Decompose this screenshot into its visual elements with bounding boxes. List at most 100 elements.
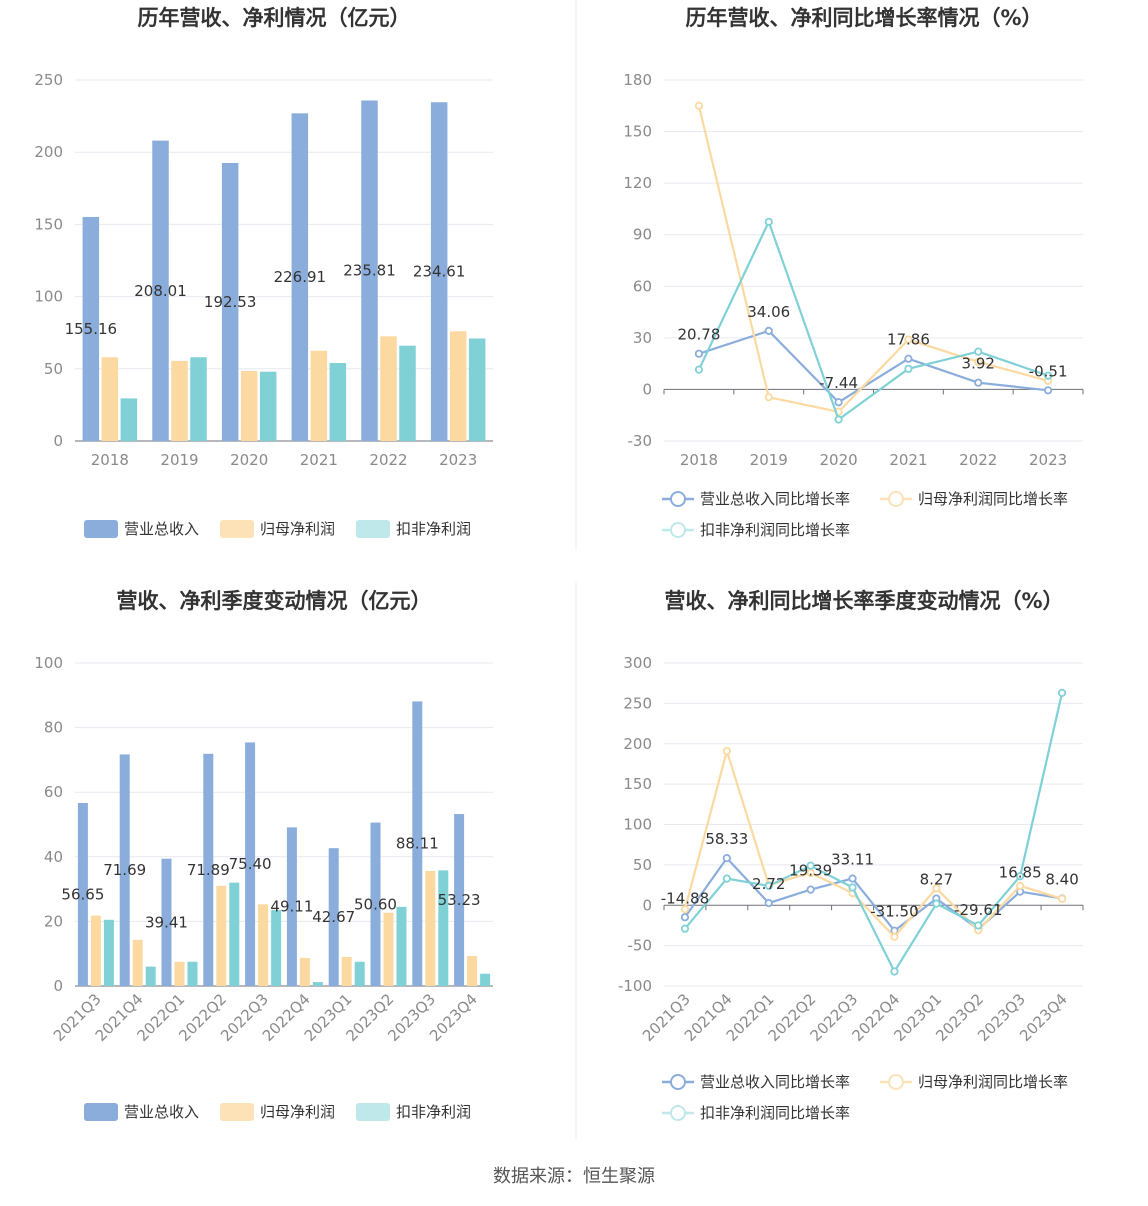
chart1-x-tick-label: 2020 xyxy=(230,451,268,469)
chart1-bar-s3 xyxy=(120,398,138,441)
chart2-line-s1 xyxy=(698,329,1049,404)
chart2-legend-marker xyxy=(670,491,686,507)
chart3-legend-swatch xyxy=(356,1103,390,1121)
chart1-bar-s2 xyxy=(449,331,467,441)
chart1-data-label: 226.91 xyxy=(274,268,327,286)
chart4-point-s3 xyxy=(764,881,773,890)
chart4-legend-label: 扣非净利润同比增长率 xyxy=(700,1104,850,1122)
chart4-point-s2 xyxy=(1016,881,1025,890)
chart4-point-s3 xyxy=(1016,872,1025,881)
chart2-legend-label: 扣非净利润同比增长率 xyxy=(700,521,850,539)
chart1-data-label: 234.61 xyxy=(413,263,466,281)
chart2-data-label: 17.86 xyxy=(887,331,930,349)
chart1-bar-s2 xyxy=(171,360,188,441)
chart4-data-label: 33.11 xyxy=(831,851,874,869)
chart4-point-s3 xyxy=(680,924,690,933)
chart1-x-tick-label: 2021 xyxy=(300,451,338,469)
chart4-data-label: -29.61 xyxy=(954,901,1002,919)
chart2-y-tick-label: 180 xyxy=(623,71,652,89)
chart4-line-s3 xyxy=(684,692,1064,974)
chart4-data-label: -31.50 xyxy=(870,903,918,921)
chart2-data-label: 20.78 xyxy=(677,326,720,344)
chart2-point-s2 xyxy=(764,393,773,402)
chart4-point-s2 xyxy=(680,905,690,914)
chart1-bar-s2 xyxy=(101,357,119,441)
chart4-legend-label: 归母净利润同比增长率 xyxy=(918,1073,1068,1091)
chart4-legend-label: 营业总收入同比增长率 xyxy=(700,1073,850,1091)
chart4-point-s3 xyxy=(1057,688,1067,697)
chart2-point-s3 xyxy=(1043,371,1053,380)
chart3-y-tick-label: 60 xyxy=(44,783,63,801)
chart4-y-tick-label: 100 xyxy=(623,816,652,834)
chart1-legend-label: 营业总收入 xyxy=(124,520,199,538)
chart4-point-s3 xyxy=(722,874,731,883)
chart2-point-s1 xyxy=(834,398,843,407)
chart1-y-tick-label: 250 xyxy=(34,71,63,89)
chart2-data-label: -0.51 xyxy=(1029,362,1068,380)
chart4-point-s1 xyxy=(680,913,690,922)
chart2-point-s2 xyxy=(694,101,704,110)
chart3-bar-s1 xyxy=(119,754,130,986)
chart1-y-tick-label: 100 xyxy=(34,288,63,306)
chart3-y-tick-label: 0 xyxy=(53,977,63,995)
chart2-line-s2 xyxy=(697,105,1049,413)
chart3-data-label: 88.11 xyxy=(396,835,439,853)
chart3-title: 营收、净利季度变动情况（亿元） xyxy=(117,589,432,613)
chart3-bar-s1 xyxy=(454,814,465,986)
chart4-point-s3 xyxy=(848,883,857,892)
chart1-legend-swatch xyxy=(84,520,118,538)
chart3-data-label: 42.67 xyxy=(312,908,355,926)
chart4-line-s1 xyxy=(684,856,1063,933)
chart1-bar-s3 xyxy=(468,338,486,441)
chart1-data-label: 235.81 xyxy=(343,262,396,280)
chart4-point-s3 xyxy=(806,861,815,870)
chart4-point-s1 xyxy=(806,885,815,894)
chart3-bar-s3 xyxy=(312,982,323,986)
chart1-bar-s3 xyxy=(329,363,347,441)
chart1-bar-s3 xyxy=(259,371,277,441)
chart1-data-label: 192.53 xyxy=(204,293,257,311)
chart3-bar-s2 xyxy=(174,961,185,986)
chart3-bar-s2 xyxy=(383,912,394,986)
chart3-bar-s1 xyxy=(203,753,214,986)
chart4-line-s2 xyxy=(683,747,1063,939)
chart2-y-tick-label: -30 xyxy=(628,432,653,450)
chart4-data-label: 8.27 xyxy=(920,871,953,889)
chart2-point-s1 xyxy=(974,378,983,387)
chart1-bar-s2 xyxy=(380,336,397,441)
chart1-bar-s3 xyxy=(399,345,416,441)
data-source-footer: 数据来源：恒生聚源 xyxy=(493,1166,655,1187)
chart4-y-tick-label: 50 xyxy=(633,856,652,874)
chart4-point-s2 xyxy=(1057,894,1067,903)
chart3-y-tick-label: 40 xyxy=(44,848,63,866)
chart2-point-s1 xyxy=(694,349,704,358)
chart3-data-label: 75.40 xyxy=(229,855,272,873)
chart2-point-s3 xyxy=(834,415,843,424)
chart2-x-tick-label: 2022 xyxy=(959,451,997,469)
chart1-title: 历年营收、净利情况（亿元） xyxy=(138,6,411,30)
chart3-bar-s2 xyxy=(425,871,436,986)
chart3-bar-s3 xyxy=(187,961,198,986)
chart2-data-label: 3.92 xyxy=(962,355,995,373)
chart3-bar-s3 xyxy=(354,961,365,986)
chart4-data-label: 58.33 xyxy=(705,830,748,848)
chart2-y-tick-label: 120 xyxy=(623,174,652,192)
chart3-legend-swatch xyxy=(84,1103,118,1121)
chart1-y-tick-label: 50 xyxy=(44,360,63,378)
chart4-point-s2 xyxy=(932,884,941,893)
chart3-data-label: 71.89 xyxy=(187,861,230,879)
chart2-data-label: 34.06 xyxy=(747,303,790,321)
chart2-line-s3 xyxy=(697,218,1049,422)
chart2-point-s3 xyxy=(974,347,983,356)
chart3-bar-s2 xyxy=(299,957,310,986)
chart2-legend-marker xyxy=(888,491,904,507)
chart3-data-label: 39.41 xyxy=(145,913,188,931)
chart1-bar-s2 xyxy=(240,370,258,441)
chart2-x-tick-label: 2019 xyxy=(750,451,788,469)
chart4-data-label: 2.72 xyxy=(752,875,785,893)
chart3-bar-s2 xyxy=(467,955,478,986)
chart1-bar-s1 xyxy=(221,162,239,441)
chart1-data-label: 155.16 xyxy=(65,320,118,338)
